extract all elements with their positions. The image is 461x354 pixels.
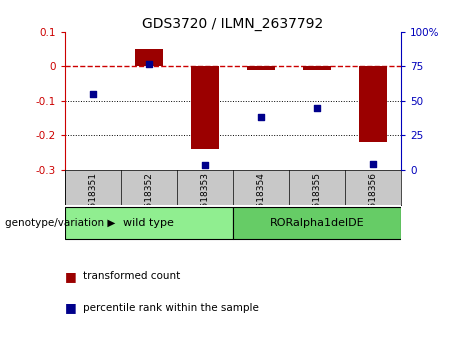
Text: GSM518356: GSM518356 bbox=[368, 172, 378, 227]
Text: GSM518353: GSM518353 bbox=[200, 172, 209, 227]
Text: GSM518351: GSM518351 bbox=[88, 172, 97, 227]
Text: transformed count: transformed count bbox=[83, 271, 180, 281]
Point bbox=[369, 161, 377, 167]
Bar bbox=[303, 66, 331, 70]
Text: genotype/variation ▶: genotype/variation ▶ bbox=[5, 218, 115, 228]
Point bbox=[201, 162, 208, 168]
Bar bbox=[359, 66, 387, 142]
Text: GSM518352: GSM518352 bbox=[144, 172, 153, 227]
Title: GDS3720 / ILMN_2637792: GDS3720 / ILMN_2637792 bbox=[142, 17, 324, 31]
FancyBboxPatch shape bbox=[233, 207, 401, 239]
Point bbox=[313, 105, 321, 110]
Text: GSM518355: GSM518355 bbox=[313, 172, 321, 227]
Point bbox=[89, 91, 96, 97]
FancyBboxPatch shape bbox=[65, 207, 233, 239]
Bar bbox=[135, 49, 163, 66]
Text: RORalpha1delDE: RORalpha1delDE bbox=[270, 218, 364, 228]
Text: percentile rank within the sample: percentile rank within the sample bbox=[83, 303, 259, 313]
Point bbox=[257, 114, 265, 120]
Point bbox=[145, 61, 152, 66]
Bar bbox=[191, 66, 219, 149]
Text: ■: ■ bbox=[65, 302, 76, 314]
Text: GSM518354: GSM518354 bbox=[256, 172, 266, 227]
Bar bbox=[247, 66, 275, 70]
Text: ■: ■ bbox=[65, 270, 76, 282]
Text: wild type: wild type bbox=[123, 218, 174, 228]
